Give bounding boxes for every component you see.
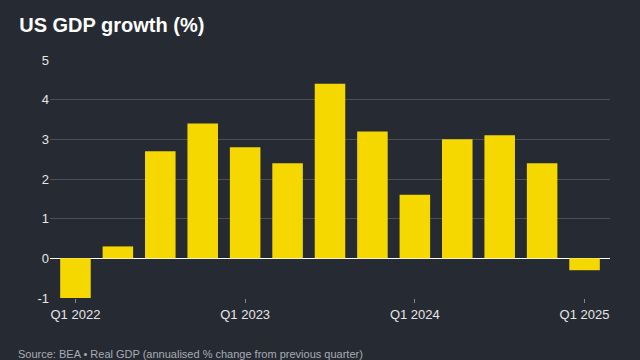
svg-text:-1: -1: [37, 291, 49, 306]
svg-text:US GDP growth (%): US GDP growth (%): [19, 14, 204, 36]
svg-text:2: 2: [42, 172, 49, 187]
svg-text:Q1 2023: Q1 2023: [220, 307, 270, 322]
svg-text:Source: BEA • Real GDP (annual: Source: BEA • Real GDP (annualised % cha…: [18, 348, 363, 360]
svg-text:Q1 2022: Q1 2022: [51, 307, 101, 322]
svg-text:Q1 2024: Q1 2024: [390, 307, 440, 322]
svg-text:0: 0: [42, 251, 49, 266]
svg-text:3: 3: [42, 132, 49, 147]
svg-text:1: 1: [42, 211, 49, 226]
svg-text:4: 4: [42, 92, 49, 107]
svg-text:Q1 2025: Q1 2025: [560, 307, 610, 322]
svg-text:5: 5: [42, 53, 49, 68]
